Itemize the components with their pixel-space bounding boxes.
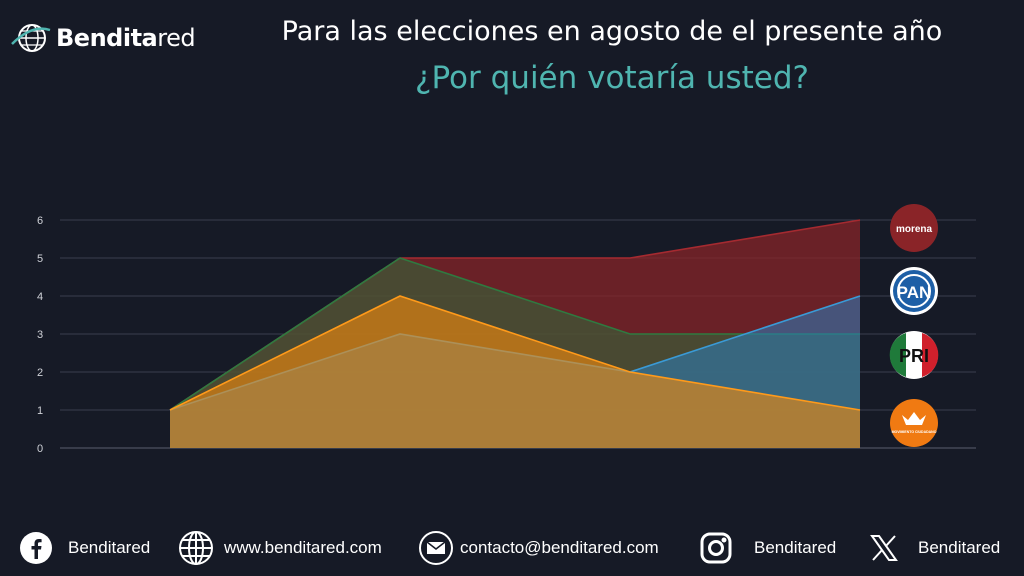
y-tick-label: 3	[37, 329, 43, 341]
footer-website[interactable]: www.benditared.com	[178, 528, 382, 568]
globe-web-icon	[178, 530, 214, 566]
footer-x[interactable]: Benditared	[866, 528, 1000, 568]
footer-instagram-text: Benditared	[754, 538, 837, 557]
footer-email[interactable]: contacto@benditared.com	[418, 528, 659, 568]
brand-logo: Benditared	[10, 18, 196, 58]
legend-mc: MOVIMIENTO CIUDADANO	[890, 399, 938, 447]
email-icon	[418, 530, 454, 566]
y-tick-label: 1	[37, 405, 43, 417]
party-legend: morena PAN PRI MOVIMIENTO CIUDADANO	[889, 204, 939, 447]
line-mc	[169, 295, 861, 411]
footer-email-text: contacto@benditared.com	[460, 538, 659, 557]
pan-label: PAN	[897, 283, 932, 302]
footer-website-text: www.benditared.com	[224, 538, 382, 557]
pri-label: PRI	[899, 346, 929, 366]
morena-logo	[890, 204, 938, 252]
series-areas	[169, 219, 861, 448]
mc-label: MOVIMIENTO CIUDADANO	[892, 430, 937, 434]
area-mc	[170, 296, 860, 448]
legend-morena: morena	[890, 204, 938, 252]
footer-instagram[interactable]: Benditared	[698, 528, 836, 568]
y-tick-label: 0	[37, 443, 43, 455]
y-tick-label: 6	[37, 215, 43, 227]
facebook-icon	[18, 530, 54, 566]
y-tick-label: 5	[37, 253, 43, 265]
morena-label: morena	[896, 224, 933, 235]
y-axis-ticks: 0 1 2 3 4 5 6	[37, 215, 43, 455]
instagram-icon	[698, 530, 734, 566]
x-logo-icon	[866, 530, 902, 566]
legend-pan: PAN	[890, 267, 938, 315]
area-chart: 0 1 2 3 4 5 6 morena PAN PRI MOVIMIENTO CIUDAD…	[37, 204, 976, 455]
page-title: Para las elecciones en agosto de el pres…	[281, 16, 943, 47]
legend-pri: PRI	[889, 331, 939, 379]
footer-facebook-text: Benditared	[68, 538, 151, 557]
y-tick-label: 4	[37, 291, 43, 303]
footer-facebook[interactable]: Benditared	[18, 528, 150, 568]
globe-icon	[11, 24, 51, 52]
y-tick-label: 2	[37, 367, 43, 379]
page-subtitle: ¿Por quién votaría usted?	[415, 60, 809, 96]
brand-name: Benditared	[56, 24, 196, 52]
footer: Benditared www.benditared.com contacto@b…	[0, 520, 1024, 576]
footer-x-text: Benditared	[918, 538, 1001, 557]
